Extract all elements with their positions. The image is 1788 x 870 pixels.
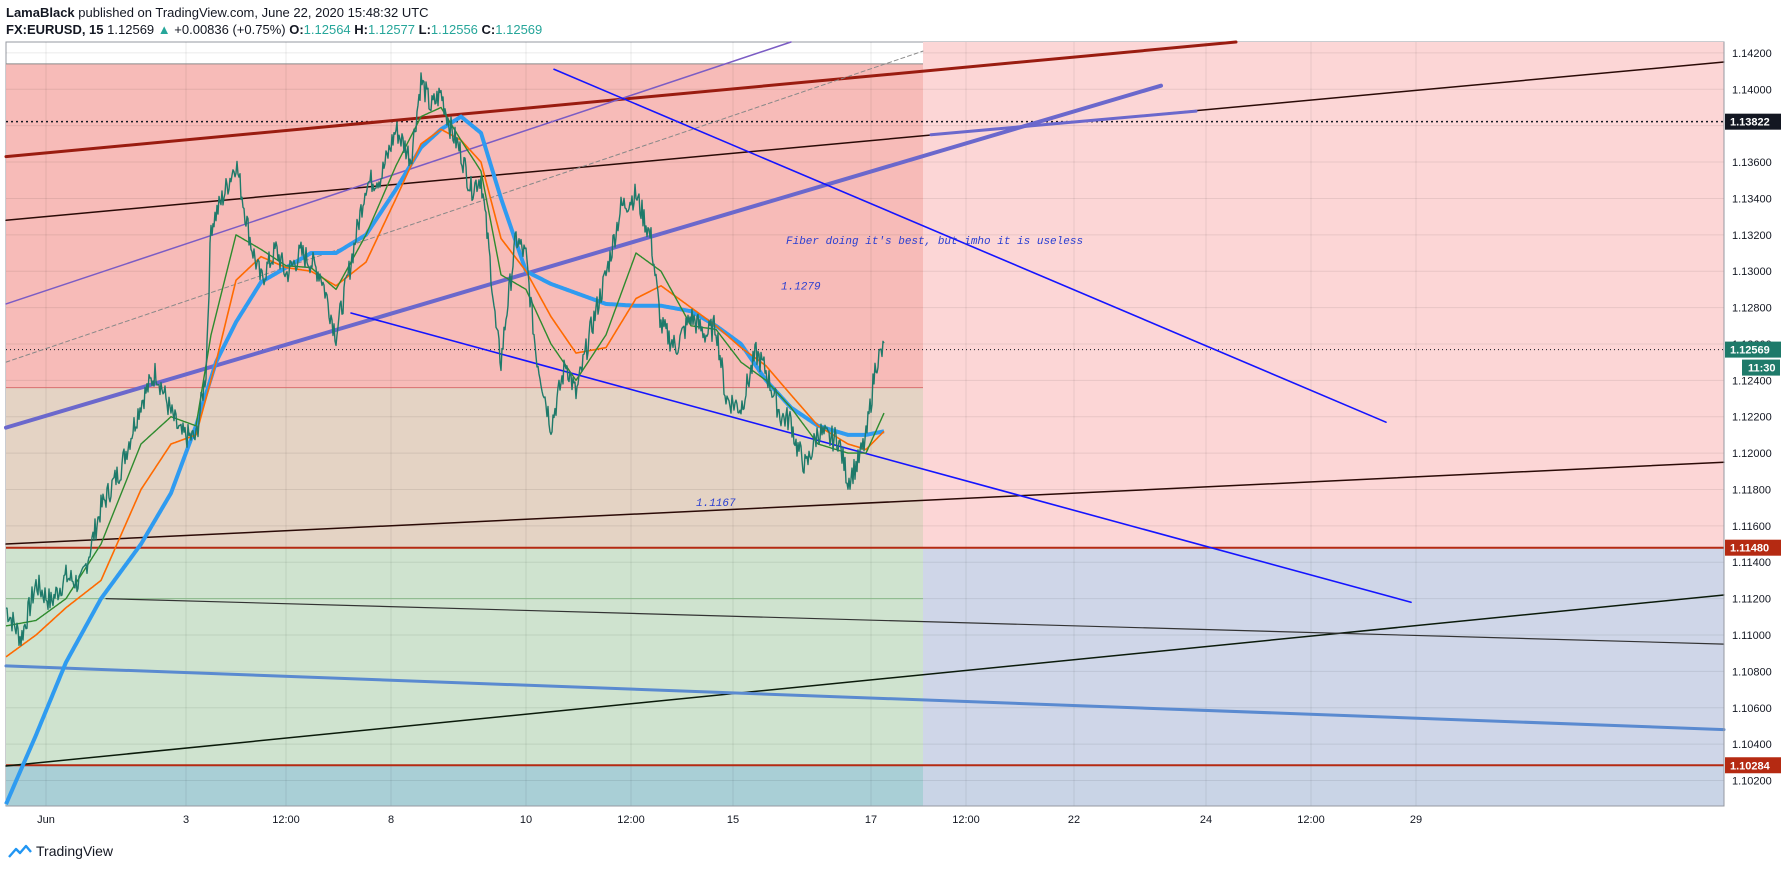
- publish-info: LamaBlack published on TradingView.com, …: [6, 5, 429, 20]
- x-tick-label: Jun: [37, 814, 55, 826]
- y-tick-label: 1.11000: [1732, 630, 1771, 642]
- x-tick-label: 10: [520, 814, 532, 826]
- open-value: 1.12564: [303, 22, 351, 37]
- x-tick-label: 24: [1200, 814, 1212, 826]
- x-tick-label: 12:00: [272, 814, 300, 826]
- published-text: published on TradingView.com, June 22, 2…: [78, 5, 429, 20]
- price-change: +0.00836 (+0.75%): [174, 22, 286, 37]
- high-value: 1.12577: [368, 22, 416, 37]
- countdown-bg: [1742, 359, 1780, 376]
- y-tick-label: 1.13400: [1732, 193, 1772, 205]
- high-label: H:: [354, 22, 369, 37]
- series-ema_slow: [4, 114, 885, 805]
- purple-trendline: [5, 41, 792, 305]
- open-label: O:: [289, 22, 304, 37]
- short-purple-trendline: [929, 109, 1198, 137]
- x-tick-label: 17: [865, 814, 877, 826]
- price-tag-label: 1.13822: [1730, 117, 1770, 129]
- price-tag-label: 1.11480: [1730, 543, 1769, 555]
- mid-zone: [6, 387, 923, 548]
- y-tick-label: 1.14000: [1732, 84, 1772, 96]
- close-label: C:: [481, 22, 496, 37]
- x-tick-label: 15: [727, 814, 739, 826]
- channel-top-line: [553, 68, 1387, 423]
- low-value: 1.12556: [430, 22, 478, 37]
- price-chart[interactable]: Fiber doing it's best, but imho it is us…: [0, 0, 1788, 840]
- footer-brand: TradingView: [8, 843, 113, 859]
- y-tick-label: 1.12000: [1732, 448, 1772, 460]
- y-tick-label: 1.12800: [1732, 303, 1772, 315]
- y-tick-label: 1.11200: [1732, 594, 1771, 606]
- series-price: [5, 72, 885, 647]
- y-tick-label: 1.10800: [1732, 666, 1772, 678]
- y-tick-label: 1.12400: [1732, 375, 1772, 387]
- last-price: 1.12569: [107, 22, 155, 37]
- price-tag-bg: [1725, 341, 1781, 358]
- future-support-zone: [923, 547, 1724, 766]
- grid-lines: [6, 42, 1724, 806]
- y-tick-label: 1.11400: [1732, 557, 1771, 569]
- price-tag-bg: [1725, 539, 1781, 556]
- y-tick-label: 1.13600: [1732, 157, 1772, 169]
- channel-bottom-line: [350, 312, 1412, 604]
- future-resistance-zone: [923, 42, 1724, 548]
- y-tick-label: 1.14200: [1732, 48, 1772, 60]
- annotation-0: Fiber doing it's best, but imho it is us…: [786, 236, 1083, 248]
- y-tick-label: 1.11800: [1732, 484, 1771, 496]
- x-tick-label: 22: [1068, 814, 1080, 826]
- low-label: L:: [418, 22, 431, 37]
- past-support-zone: [6, 547, 923, 766]
- x-tick-label: 8: [388, 814, 394, 826]
- y-tick-label: 1.10200: [1732, 776, 1772, 788]
- price-tag-label: 1.10284: [1730, 760, 1771, 772]
- rising-black-trendline: [5, 594, 1725, 767]
- annotation-1: 1.1279: [781, 281, 821, 293]
- dashed-trendline: [5, 50, 924, 363]
- x-tick-label: 12:00: [1297, 814, 1325, 826]
- tradingview-logo-icon: [8, 844, 32, 858]
- x-tick-label: 29: [1410, 814, 1422, 826]
- y-tick-label: 1.12200: [1732, 412, 1772, 424]
- price-tag-label: 1.12569: [1730, 345, 1770, 357]
- x-tick-label: 12:00: [617, 814, 645, 826]
- upper-black-trendline: [5, 61, 1725, 222]
- y-tick-label: 1.10600: [1732, 703, 1772, 715]
- series-ema_fast: [5, 106, 885, 627]
- y-tick-label: 1.13200: [1732, 230, 1772, 242]
- symbol-info: FX:EURUSD, 15 1.12569 ▲ +0.00836 (+0.75%…: [6, 22, 542, 37]
- lower-black-trendline: [5, 461, 1725, 545]
- past-bottom-zone: [6, 765, 923, 806]
- thick-purple-trendline: [4, 83, 1163, 430]
- countdown-label: 11:30: [1748, 363, 1776, 375]
- y-tick-label: 1.11600: [1732, 521, 1771, 533]
- up-arrow-icon: ▲: [157, 22, 171, 37]
- symbol-label: FX:EURUSD, 15: [6, 22, 104, 37]
- falling-blue-trendline: [4, 664, 1726, 732]
- price-tag-bg: [1725, 113, 1781, 130]
- series-ema_mid: [5, 128, 885, 658]
- brand-name[interactable]: TradingView: [36, 843, 114, 859]
- price-tag-bg: [1725, 757, 1781, 774]
- y-tick-label: 1.10400: [1732, 739, 1772, 751]
- x-tick-label: 12:00: [952, 814, 980, 826]
- y-tick-label: 1.13000: [1732, 266, 1772, 278]
- annotation-2: 1.1167: [696, 498, 736, 510]
- future-bottom-zone: [923, 765, 1724, 806]
- falling-grey-trendline: [105, 598, 1725, 645]
- author-name[interactable]: LamaBlack: [6, 5, 75, 20]
- x-tick-label: 3: [183, 814, 189, 826]
- close-value: 1.12569: [495, 22, 543, 37]
